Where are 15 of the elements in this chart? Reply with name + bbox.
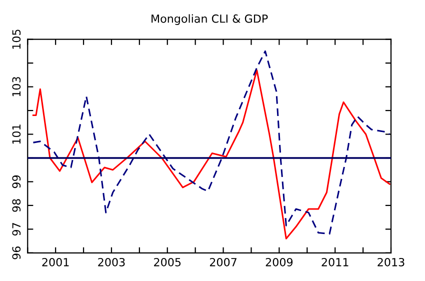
x-tick-label: 2011: [322, 258, 348, 266]
x-tick-label: 2001: [42, 258, 69, 266]
x-tick-label: 2013: [378, 258, 404, 266]
y-tick-label: 103: [12, 77, 21, 96]
y-tick-label: 98: [12, 199, 21, 212]
x-tick-label: 2003: [98, 258, 125, 266]
x-tick-label: 2005: [154, 258, 181, 266]
y-tick-label: 101: [12, 124, 21, 144]
x-tick-label: 2009: [266, 258, 293, 266]
y-tick-label: 97: [12, 223, 21, 236]
chart-title: Mongolian CLI & GDP: [152, 14, 268, 25]
y-tick-label: 96: [12, 246, 21, 260]
y-tick-label: 105: [12, 30, 21, 49]
x-tick-label: 2007: [210, 258, 236, 266]
y-tick-label: 99: [12, 175, 21, 188]
